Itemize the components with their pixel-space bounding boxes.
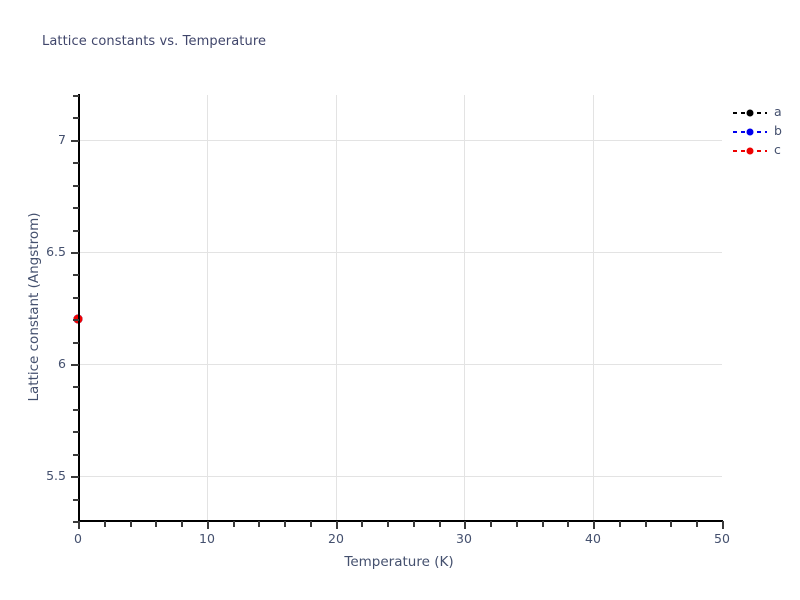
gridline-horizontal [78,140,722,141]
x-tick-minor [155,521,157,527]
y-tick-minor [73,95,79,97]
y-tick-minor [73,342,79,344]
y-tick-major [71,364,79,366]
legend-marker-circle-icon [746,109,754,116]
x-tick-label: 50 [714,531,730,546]
x-tick-major [207,521,209,529]
x-tick-minor [361,521,363,527]
legend-item-a[interactable]: a [733,103,795,122]
x-tick-minor [104,521,106,527]
x-tick-minor [567,521,569,527]
x-tick-minor [130,521,132,527]
x-tick-minor [490,521,492,527]
gridline-horizontal [78,364,722,365]
y-tick-minor [73,185,79,187]
y-tick-label: 6.5 [46,244,66,259]
x-tick-label: 0 [74,531,82,546]
gridline-vertical [593,95,594,521]
y-tick-major [71,476,79,478]
y-tick-minor [73,386,79,388]
x-tick-minor [439,521,441,527]
legend-item-c[interactable]: c [733,141,795,160]
legend-item-label: b [774,123,782,139]
y-tick-major [71,252,79,254]
x-tick-major [722,521,724,529]
x-tick-minor [670,521,672,527]
x-tick-major [336,521,338,529]
x-tick-minor [645,521,647,527]
y-tick-minor [73,431,79,433]
gridline-vertical [464,95,465,521]
y-tick-label: 6 [58,356,66,371]
x-axis-spine [78,520,723,522]
y-tick-label: 7 [58,132,66,147]
x-tick-major [78,521,80,529]
x-tick-minor [696,521,698,527]
x-tick-minor [516,521,518,527]
y-tick-minor [73,207,79,209]
x-tick-label: 10 [199,531,215,546]
x-tick-minor [284,521,286,527]
y-tick-minor [73,454,79,456]
y-tick-minor [73,409,79,411]
y-tick-minor [73,162,79,164]
legend-line-sample-icon [733,145,767,156]
x-tick-major [464,521,466,529]
legend-item-b[interactable]: b [733,122,795,141]
x-tick-minor [413,521,415,527]
x-axis-label-text: Temperature (K) [344,554,454,570]
x-tick-minor [233,521,235,527]
y-tick-major [71,140,79,142]
y-tick-minor [73,274,79,276]
x-axis-label: Temperature (K) [0,554,800,570]
gridline-horizontal [78,476,722,477]
legend-line-sample-icon [733,107,767,118]
x-tick-minor [387,521,389,527]
x-tick-label: 20 [328,531,344,546]
gridline-vertical [336,95,337,521]
x-tick-major [593,521,595,529]
x-tick-minor [258,521,260,527]
y-tick-label: 5.5 [46,468,66,483]
y-tick-minor [73,297,79,299]
y-tick-minor [73,499,79,501]
legend-item-label: a [774,104,782,120]
page-title: Lattice constants vs. Temperature [42,34,267,49]
x-tick-minor [542,521,544,527]
y-tick-minor [73,521,79,523]
x-tick-minor [181,521,183,527]
y-axis-spine [78,94,80,522]
x-tick-minor [310,521,312,527]
gridline-horizontal [78,252,722,253]
legend-line-sample-icon [733,126,767,137]
y-tick-minor [73,230,79,232]
x-tick-label: 40 [585,531,601,546]
gridline-vertical [207,95,208,521]
x-tick-minor [619,521,621,527]
legend-marker-circle-icon [746,147,754,154]
y-tick-minor [73,319,79,321]
y-axis-label: Lattice constant (Angstrom) [26,212,42,402]
plot-area [73,95,722,521]
legend-item-label: c [774,142,781,158]
y-tick-minor [73,117,79,119]
x-tick-label: 30 [456,531,472,546]
legend-marker-circle-icon [746,128,754,135]
